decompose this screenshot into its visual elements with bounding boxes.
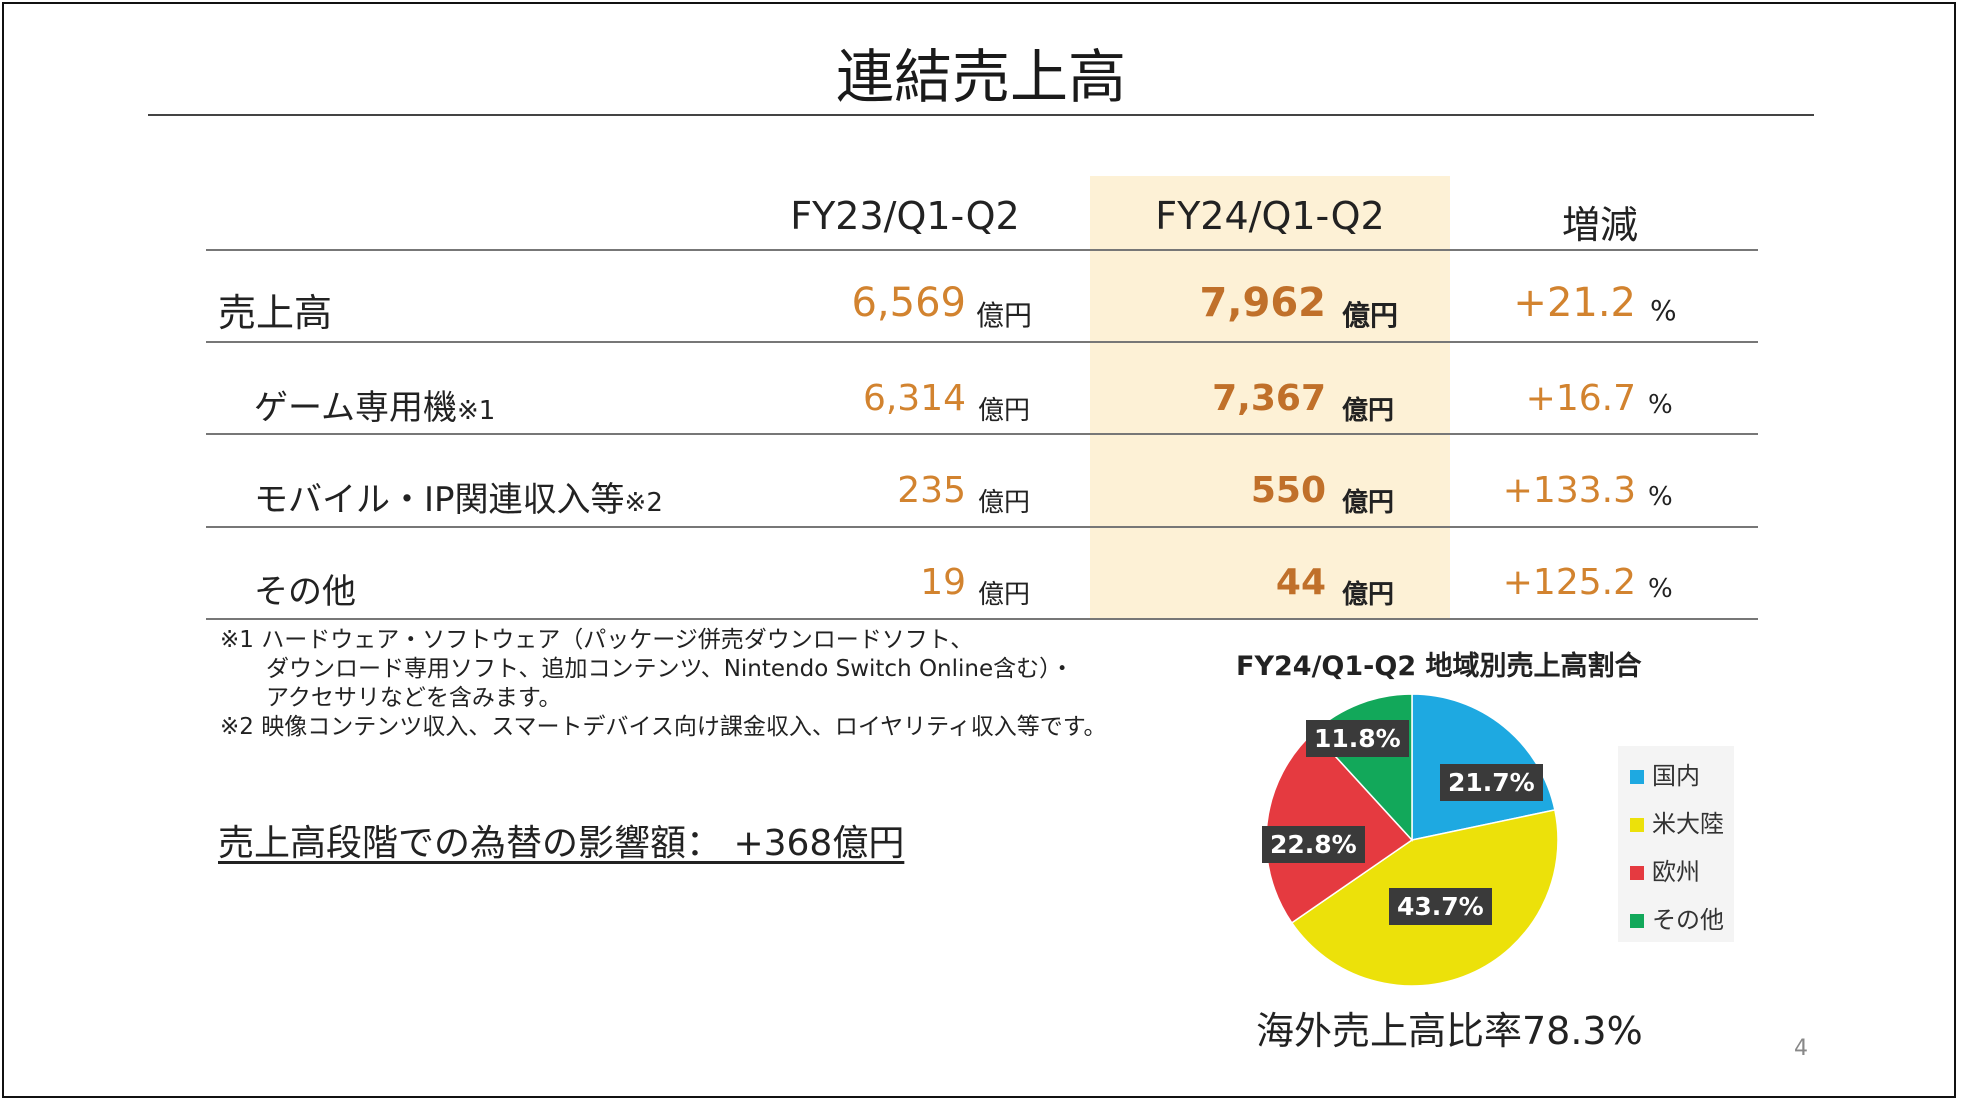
prev-unit: 億円 <box>978 580 1031 610</box>
col-header-prev: FY23/Q1-Q2 <box>790 194 1020 238</box>
prev-unit: 億円 <box>978 488 1031 518</box>
overseas-ratio: 海外売上高比率78.3% <box>1256 1009 1643 1053</box>
footnote-ref: ※2 <box>624 488 663 518</box>
legend-item: 欧州 <box>1630 852 1700 887</box>
chart-title: FY24/Q1-Q2 地域別売上高割合 <box>1236 651 1642 682</box>
pct-unit: % <box>1648 574 1673 604</box>
curr-unit: 億円 <box>1342 580 1395 610</box>
chart-legend: 国内 米大陸 欧州 その他 <box>1618 746 1734 942</box>
legend-item: 米大陸 <box>1630 804 1724 839</box>
table-rule <box>206 618 1758 620</box>
row-label: その他 <box>254 572 356 612</box>
legend-swatch <box>1630 770 1644 784</box>
slice-label-other: 11.8% <box>1306 720 1409 757</box>
col-header-change: 増減 <box>1561 203 1638 247</box>
slice-label-domestic: 21.7% <box>1440 764 1543 801</box>
curr-unit: 億円 <box>1342 488 1395 518</box>
prev-unit: 億円 <box>978 396 1031 426</box>
footnote-ref: ※1 <box>456 396 496 426</box>
curr-unit: 億円 <box>1342 396 1395 426</box>
title-divider <box>148 114 1814 116</box>
footnote-line: ダウンロード専用ソフト、追加コンテンツ、Nintendo Switch Onli… <box>220 656 1074 682</box>
prev-value: 19 <box>920 562 966 603</box>
curr-unit: 億円 <box>1342 299 1399 332</box>
legend-swatch <box>1630 914 1644 928</box>
change-value: +21.2 <box>1513 280 1636 326</box>
prev-value: 6,314 <box>862 378 966 419</box>
footnote-line: ※1 ハードウェア・ソフトウェア（パッケージ併売ダウンロードソフト、 <box>220 627 974 653</box>
curr-value: 7,367 <box>1212 378 1326 419</box>
curr-value: 7,962 <box>1199 280 1326 326</box>
pct-unit: % <box>1650 294 1677 327</box>
footnotes: ※1 ハードウェア・ソフトウェア（パッケージ併売ダウンロードソフト、 ダウンロー… <box>220 626 1106 742</box>
row-label: ゲーム専用機※1 <box>254 388 496 428</box>
curr-value: 550 <box>1250 470 1326 511</box>
prev-value: 235 <box>897 470 966 511</box>
legend-swatch <box>1630 818 1644 832</box>
legend-swatch <box>1630 866 1644 880</box>
col-header-curr: FY24/Q1-Q2 <box>1155 194 1385 238</box>
slide-title: 連結売上高 <box>835 43 1126 111</box>
prev-unit: 億円 <box>976 299 1033 332</box>
legend-item: 国内 <box>1630 756 1700 791</box>
table-rule <box>206 341 1758 343</box>
footnote-line: ※2 映像コンテンツ収入、スマートデバイス向け課金収入、ロイヤリティ収入等です。 <box>220 714 1107 740</box>
curr-value: 44 <box>1275 562 1326 603</box>
change-value: +125.2 <box>1502 562 1636 603</box>
change-value: +133.3 <box>1502 470 1636 511</box>
row-label: 売上高 <box>218 291 333 335</box>
change-value: +16.7 <box>1525 378 1636 419</box>
slice-label-americas: 43.7% <box>1389 888 1492 925</box>
page-number: 4 <box>1794 1036 1808 1061</box>
table-rule <box>206 526 1758 528</box>
pct-unit: % <box>1648 390 1673 420</box>
pct-unit: % <box>1648 482 1673 512</box>
table-rule <box>206 249 1758 251</box>
table-rule <box>206 433 1758 435</box>
row-label: モバイル・IP関連収入等※2 <box>254 480 663 520</box>
legend-item: その他 <box>1630 900 1724 935</box>
slice-label-europe: 22.8% <box>1262 826 1365 863</box>
fx-impact-text: 売上高段階での為替の影響額： +368億円 <box>218 823 905 864</box>
footnote-line: アクセサリなどを含みます。 <box>220 685 562 711</box>
prev-value: 6,569 <box>851 280 966 326</box>
